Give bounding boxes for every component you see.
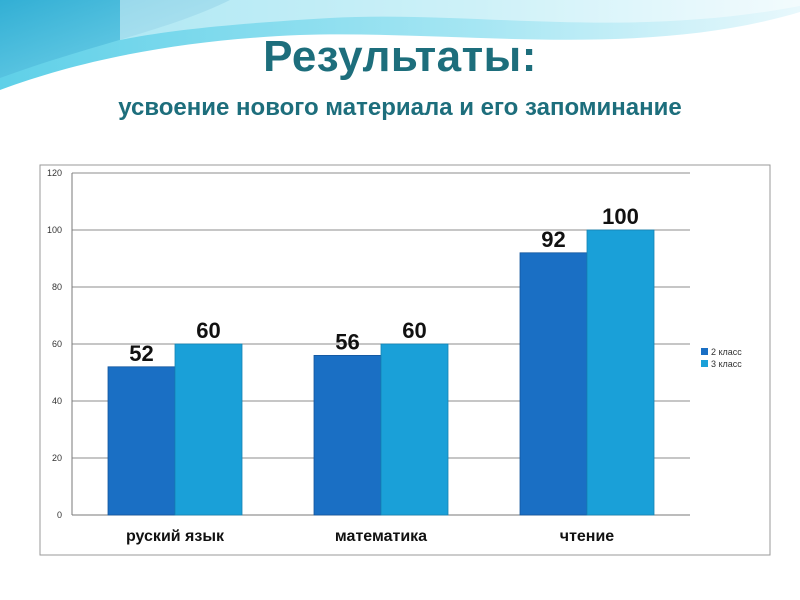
slide-subtitle: усвоение нового материала и его запомина… xyxy=(118,94,682,121)
bar-value-label: 60 xyxy=(402,318,426,343)
bar xyxy=(380,343,449,516)
category-label: чтение xyxy=(560,528,615,545)
y-tick-label: 60 xyxy=(52,339,62,349)
bar-value-label: 100 xyxy=(602,204,639,229)
category-label: руский язык xyxy=(126,528,225,545)
bar xyxy=(107,366,176,516)
bar-value-label: 52 xyxy=(129,341,153,366)
bar xyxy=(313,354,382,516)
y-tick-label: 40 xyxy=(52,396,62,406)
y-tick-label: 80 xyxy=(52,282,62,292)
bar xyxy=(519,252,588,516)
legend-label: 3 класс xyxy=(711,359,742,369)
legend-label: 2 класс xyxy=(711,347,742,357)
y-tick-label: 120 xyxy=(47,168,62,178)
category-label: математика xyxy=(335,528,427,545)
y-tick-label: 0 xyxy=(57,510,62,520)
y-tick-label: 100 xyxy=(47,225,62,235)
bar xyxy=(586,229,655,516)
bar xyxy=(174,343,243,516)
bar-value-label: 92 xyxy=(541,227,565,252)
header-wave-top xyxy=(0,0,800,90)
legend-swatch xyxy=(701,360,708,367)
bar-value-label: 56 xyxy=(335,329,359,354)
legend-swatch xyxy=(701,348,708,355)
header-wave-highlight xyxy=(120,0,800,40)
header-wave-left xyxy=(0,0,230,78)
slide-title: Результаты: xyxy=(263,32,537,81)
bar-value-label: 60 xyxy=(196,318,220,343)
y-tick-label: 20 xyxy=(52,453,62,463)
